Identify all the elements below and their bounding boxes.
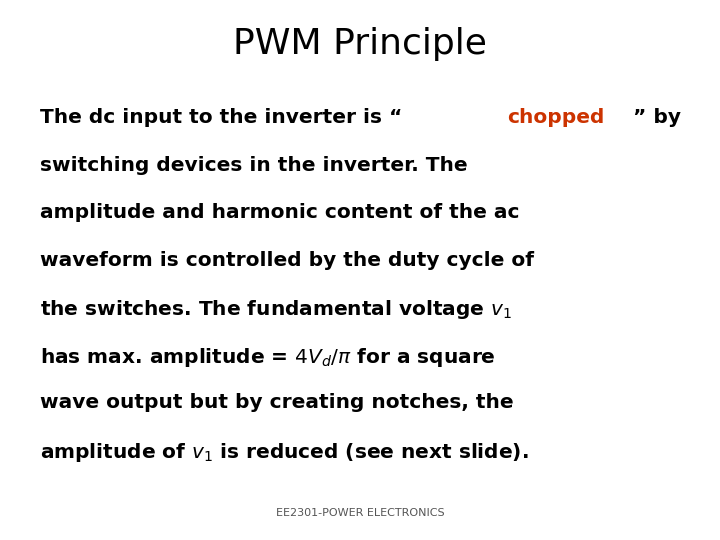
Text: amplitude and harmonic content of the ac: amplitude and harmonic content of the ac — [40, 203, 519, 222]
Text: has max. amplitude = $4V_d/\pi$ for a square: has max. amplitude = $4V_d/\pi$ for a sq… — [40, 346, 495, 369]
Text: EE2301-POWER ELECTRONICS: EE2301-POWER ELECTRONICS — [276, 508, 444, 518]
Text: ” by: ” by — [633, 108, 681, 127]
Text: chopped: chopped — [507, 108, 605, 127]
Text: the switches. The fundamental voltage $v_1$: the switches. The fundamental voltage $v… — [40, 298, 512, 321]
Text: waveform is controlled by the duty cycle of: waveform is controlled by the duty cycle… — [40, 251, 534, 269]
Text: amplitude of $v_1$ is reduced (see next slide).: amplitude of $v_1$ is reduced (see next … — [40, 441, 528, 464]
Text: wave output but by creating notches, the: wave output but by creating notches, the — [40, 393, 513, 412]
Text: The dc input to the inverter is “: The dc input to the inverter is “ — [40, 108, 402, 127]
Text: PWM Principle: PWM Principle — [233, 27, 487, 61]
Text: switching devices in the inverter. The: switching devices in the inverter. The — [40, 156, 467, 174]
